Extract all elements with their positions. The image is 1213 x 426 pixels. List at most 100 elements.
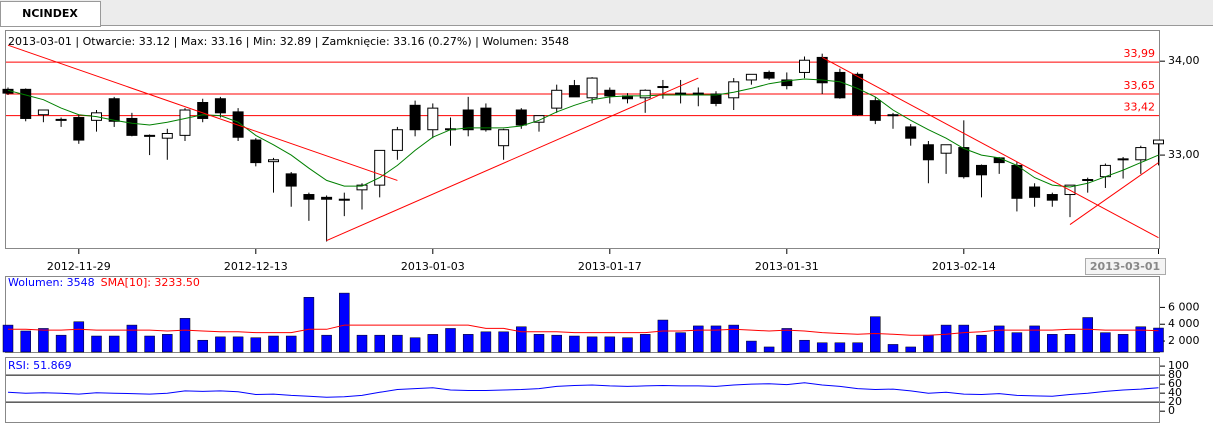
candle-body: [374, 149, 386, 186]
price-level-label: 33,99: [1124, 47, 1156, 60]
candle-body: [781, 79, 793, 87]
volume-bar: [162, 334, 173, 353]
candle-body: [1046, 194, 1058, 201]
volume-bar: [1064, 334, 1076, 353]
candle-body: [1011, 164, 1023, 199]
candle-body: [958, 147, 970, 178]
volume-bar: [303, 297, 315, 353]
candle-body: [834, 71, 846, 99]
trend-line: [1069, 162, 1159, 225]
volume-bar: [746, 340, 757, 353]
candle-body: [462, 109, 474, 131]
moving-average-line: [7, 78, 1159, 188]
legend-label: SMA[10]: 3233.50: [101, 276, 200, 289]
volume-bar: [1047, 334, 1058, 353]
tab[interactable]: [0, 1, 101, 27]
candle-body: [179, 109, 191, 136]
volume-bar: [268, 335, 279, 353]
volume-bar: [586, 336, 598, 353]
volume-bar: [339, 292, 350, 353]
candle-body: [321, 196, 333, 200]
volume-bar: [409, 337, 421, 353]
candle-body: [675, 92, 687, 95]
candle-body: [657, 86, 669, 89]
volume-bar: [480, 331, 492, 353]
volume-bar: [2, 324, 14, 353]
y-tick-label: 4 000: [1168, 317, 1200, 330]
volume-bar: [870, 316, 881, 353]
trend-line: [821, 56, 1159, 239]
volume-bar: [976, 334, 987, 353]
volume-bar: [693, 325, 704, 353]
x-tick-label: 2012-12-13: [224, 260, 288, 273]
candle-body: [214, 98, 226, 114]
price-panel: [5, 30, 1160, 249]
volume-bar: [215, 336, 226, 353]
candle-body: [480, 107, 492, 131]
candle-body: [799, 59, 810, 73]
x-cursor-label-box: [1085, 258, 1166, 275]
candle-body: [1029, 186, 1041, 198]
candle-body: [55, 118, 67, 121]
volume-bar: [73, 321, 85, 353]
volume-bar: [940, 324, 952, 353]
candle-body: [250, 139, 262, 164]
volume-bar: [675, 332, 686, 353]
price-level-label: 33,42: [1124, 101, 1156, 114]
volume-bar: [250, 337, 262, 353]
y-tick-label: 34,00: [1168, 54, 1200, 67]
volume-bar: [1100, 332, 1111, 353]
candle-body: [356, 184, 368, 191]
x-tick-label: 2013-02-14: [932, 260, 996, 273]
volume-bar: [108, 335, 120, 353]
candle-body: [268, 159, 279, 163]
candle-body: [73, 117, 85, 141]
candle-body: [285, 173, 297, 187]
volume-bar: [38, 328, 49, 353]
volume-bar: [516, 326, 527, 353]
volume-bar: [905, 346, 916, 353]
volume-bar: [55, 334, 67, 353]
candle-body: [728, 81, 740, 99]
volume-bar: [887, 344, 899, 353]
tab-label[interactable]: NCINDEX: [22, 7, 78, 20]
candle-body: [197, 101, 209, 119]
volume-bar: [20, 330, 31, 353]
volume-bar: [1029, 325, 1040, 353]
volume-bar: [427, 334, 439, 353]
volume-bar: [321, 334, 332, 353]
candle-body: [20, 88, 32, 119]
legend-label: Wolumen: 3548: [8, 276, 95, 289]
candle-body: [515, 109, 527, 126]
candle-body: [427, 107, 439, 131]
volume-bar: [374, 334, 385, 353]
volume-bar: [993, 325, 1005, 353]
candle-body: [887, 114, 899, 117]
volume-bar: [958, 324, 970, 353]
candle-body: [498, 129, 510, 147]
volume-bar: [197, 339, 208, 353]
volume-bar: [179, 318, 191, 353]
y-tick-label: 33,00: [1168, 148, 1200, 161]
candle-body: [232, 111, 244, 138]
volume-bar: [126, 324, 138, 353]
volume-panel: [5, 276, 1160, 353]
volume-bar: [445, 328, 456, 353]
candle-body: [763, 71, 775, 79]
volume-bar: [1082, 317, 1093, 353]
volume-bar: [728, 324, 739, 353]
candle-body: [905, 126, 917, 139]
volume-bar: [462, 334, 474, 353]
candle-body: [391, 129, 403, 151]
y-tick-label: 0: [1168, 404, 1175, 417]
candle-body: [1082, 179, 1094, 182]
candle-body: [144, 134, 156, 137]
x-tick-label: 2012-11-29: [47, 260, 111, 273]
candle-body: [1135, 147, 1147, 161]
candle-body: [551, 89, 563, 109]
volume-bar: [232, 336, 244, 353]
volume-bar: [569, 335, 580, 353]
y-tick-label: 40: [1168, 386, 1182, 399]
candle-body: [940, 144, 952, 154]
